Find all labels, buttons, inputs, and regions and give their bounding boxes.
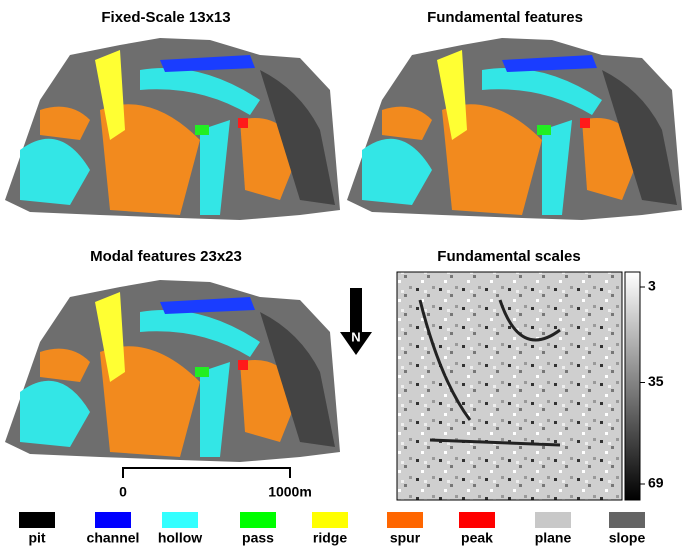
legend-label: channel [87,530,140,546]
legend-label: pass [242,530,274,546]
panel-title: Fundamental features [427,9,583,26]
legend-swatch [19,512,55,528]
legend-swatch [459,512,495,528]
panel-title: Modal features 23x23 [90,248,242,265]
colorbar-tick-label: 69 [648,475,664,491]
legend-label: pit [28,530,45,546]
panel-title: Fundamental scales [437,248,580,265]
colorbar [625,272,640,500]
scale-label: 1000m [268,484,312,500]
legend-swatch [95,512,131,528]
terrain-render [5,38,340,220]
colorbar-tick-label: 35 [648,373,664,389]
page: {"panels": [{"title": "Fixed-Scale 13x13… [0,0,686,546]
north-arrow [340,288,372,355]
scale-bar [123,468,290,478]
legend-label: ridge [313,530,347,546]
north-label: N [351,329,360,344]
legend-label: plane [535,530,572,546]
colorbar-tick-label: 3 [648,278,656,294]
legend-swatch [535,512,571,528]
legend-label: peak [461,530,493,546]
legend-swatch [312,512,348,528]
legend-swatch [240,512,276,528]
figure: Fixed-Scale 13x13 Fundamental features M… [0,0,686,546]
legend-label: hollow [158,530,202,546]
panel-title: Fixed-Scale 13x13 [101,9,230,26]
legend-swatch [387,512,423,528]
scale-map [397,272,622,500]
scale-label: 0 [119,484,127,500]
legend-swatch [609,512,645,528]
terrain-render [5,280,340,462]
legend-label: spur [390,530,421,546]
terrain-render [347,38,682,220]
legend-swatch [162,512,198,528]
legend-label: slope [609,530,646,546]
